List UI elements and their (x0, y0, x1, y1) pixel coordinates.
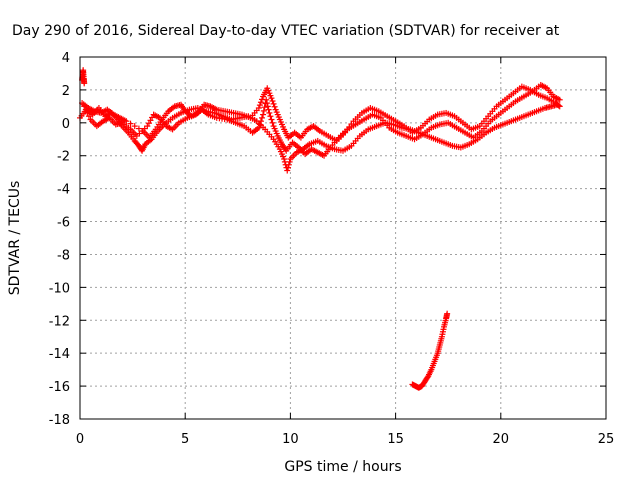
data-point-track-a (285, 164, 292, 171)
data-point-track-b (257, 99, 264, 106)
data-point-track-c (263, 96, 270, 103)
y-tick-label: -12 (49, 314, 70, 329)
data-point-track-b (127, 120, 134, 127)
data-point-track-b (556, 103, 563, 110)
data-point-track-c (263, 100, 270, 107)
x-tick-label: 20 (493, 432, 510, 447)
x-tick-label: 15 (387, 432, 404, 447)
data-point-track-b (271, 103, 278, 110)
data-point-track-c (82, 106, 89, 113)
axis-ticks (79, 56, 607, 420)
data-point-track-c (267, 113, 274, 120)
y-tick-label: -8 (57, 248, 70, 263)
data-point-track-b (555, 102, 562, 109)
data-point-track-c (266, 109, 273, 116)
data-point-track-b (270, 100, 277, 107)
data-points (77, 67, 563, 391)
x-tick-label: 25 (598, 432, 615, 447)
data-point-track-c (81, 103, 88, 110)
y-tick-label: -14 (49, 347, 70, 362)
y-tick-label: 4 (62, 51, 70, 66)
x-tick-labels: 0 5 10 15 20 25 (76, 432, 614, 447)
data-point-track-c (256, 121, 263, 128)
data-point-track-b (131, 123, 138, 130)
data-point-track-c (556, 96, 563, 103)
y-tick-label: -18 (49, 413, 70, 428)
y-tick-label: -6 (57, 216, 70, 231)
data-point-track-c (260, 107, 267, 114)
grid-lines (80, 57, 606, 419)
x-tick-label: 10 (282, 432, 299, 447)
x-tick-label: 0 (76, 432, 84, 447)
plot-frame (79, 56, 607, 420)
x-tick-label: 5 (181, 432, 189, 447)
data-point-track-c (269, 119, 276, 126)
data-point-track-c (255, 124, 262, 131)
data-point-track-a (286, 158, 293, 165)
y-tick-label: 2 (62, 84, 70, 99)
data-point-track-b (256, 102, 263, 109)
data-point-track-c (261, 104, 268, 111)
data-point-track-c (85, 113, 92, 120)
data-point-track-a (281, 156, 288, 163)
data-point-track-d (444, 310, 451, 317)
data-point-track-a (284, 167, 291, 174)
y-tick-labels: -18 -16 -14 -12 -10 -8 -6 -4 -2 0 2 4 (49, 51, 70, 428)
y-tick-label: -4 (57, 183, 70, 198)
y-tick-label: -16 (49, 380, 70, 395)
chart-title: Day 290 of 2016, Sidereal Day-to-day VTE… (12, 23, 560, 39)
data-point-track-c (268, 116, 275, 123)
data-point-track-c (84, 109, 91, 116)
y-tick-label: 0 (62, 117, 70, 132)
data-point-track-c (258, 114, 265, 121)
data-point-track-a (285, 161, 292, 168)
data-point-track-b (268, 95, 275, 102)
data-point-track-c (264, 103, 271, 110)
data-point-track-b (269, 98, 276, 105)
data-point-track-c (260, 111, 267, 118)
data-point-track-c (265, 106, 272, 113)
data-point-track-d (81, 80, 88, 87)
y-axis-label: SDTVAR / TECUs (7, 181, 23, 296)
data-point-track-b (255, 105, 262, 112)
y-tick-label: -2 (57, 150, 70, 165)
data-point-track-c (257, 118, 264, 125)
x-axis-label: GPS time / hours (284, 459, 401, 475)
y-tick-label: -10 (49, 281, 70, 296)
